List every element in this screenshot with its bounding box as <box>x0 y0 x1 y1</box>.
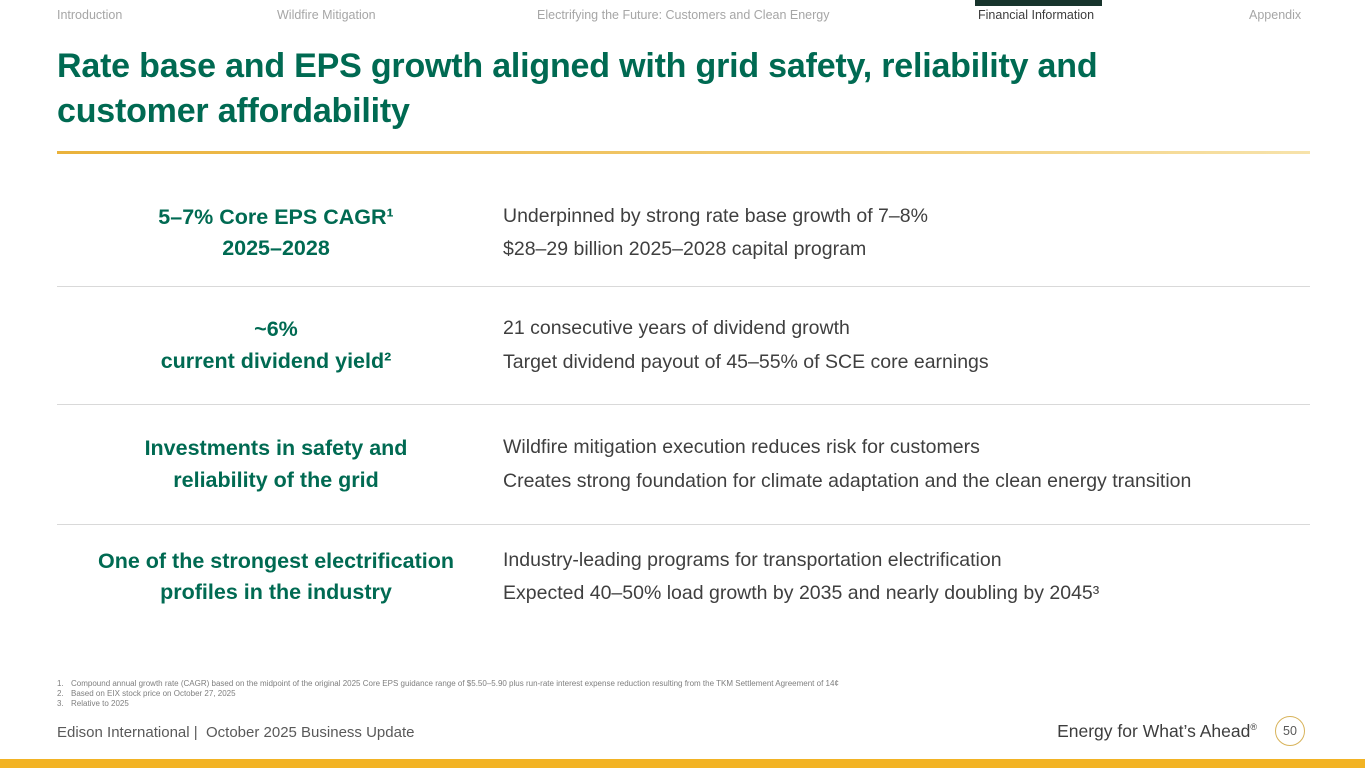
section-nav: Introduction Wildfire Mitigation Electri… <box>0 0 1365 30</box>
footnote: 1. Compound annual growth rate (CAGR) ba… <box>57 679 1157 689</box>
bullet-text: Target dividend payout of 45–55% of SCE … <box>503 350 989 373</box>
tagline-text: Energy for What’s Ahead <box>1057 721 1251 741</box>
nav-item-wildfire-mitigation[interactable]: Wildfire Mitigation <box>277 8 376 22</box>
row-heading-line: 2025–2028 <box>222 236 330 260</box>
footnote-text: Compound annual growth rate (CAGR) based… <box>71 679 839 688</box>
row-heading-line: Investments in safety and <box>144 436 408 461</box>
row-heading: Investments in safety and reliability of… <box>57 433 495 495</box>
row-heading: One of the strongest electrification pro… <box>57 546 495 608</box>
nav-item-appendix[interactable]: Appendix <box>1249 8 1302 22</box>
row-bullets: Underpinned by strong rate base growth o… <box>495 196 1310 271</box>
row-heading-line: 5–7% Core EPS CAGR¹ <box>158 204 394 229</box>
footnote-text: Relative to 2025 <box>71 699 129 708</box>
content-row-electrification: One of the strongest electrification pro… <box>57 525 1310 629</box>
page-title: Rate base and EPS growth aligned with gr… <box>57 47 1098 131</box>
row-bullets: 21 consecutive years of dividend growth … <box>495 308 1310 383</box>
row-heading: ~6% current dividend yield² <box>57 314 495 376</box>
bullet-text: 21 consecutive years of dividend growth <box>503 317 850 340</box>
content-row-dividend-yield: ~6% current dividend yield² 21 consecuti… <box>57 287 1310 405</box>
page-number: 50 <box>1283 724 1297 738</box>
bullet-text: Creates strong foundation for climate ad… <box>503 469 1192 492</box>
footer-tagline: Energy for What’s Ahead® <box>1057 721 1257 742</box>
bottom-accent-bar <box>0 759 1365 768</box>
row-heading-line: One of the strongest electrification <box>98 548 454 573</box>
row-bullets: Wildfire mitigation execution reduces ri… <box>495 427 1310 502</box>
nav-item-introduction[interactable]: Introduction <box>57 8 123 22</box>
active-section-indicator <box>975 0 1102 6</box>
bullet-text: Wildfire mitigation execution reduces ri… <box>503 436 980 459</box>
footnote-number: 3. <box>57 699 64 708</box>
footnote: 2. Based on EIX stock price on October 2… <box>57 689 1157 699</box>
row-heading: 5–7% Core EPS CAGR¹ 2025–2028 <box>57 202 495 264</box>
page-number-badge: 50 <box>1275 716 1305 746</box>
content-rows: 5–7% Core EPS CAGR¹ 2025–2028 Underpinne… <box>57 180 1310 629</box>
registered-mark: ® <box>1250 722 1257 733</box>
row-bullets: Industry-leading programs for transporta… <box>495 540 1310 615</box>
bullet-text: Industry-leading programs for transporta… <box>503 548 1002 571</box>
footnote-number: 1. <box>57 679 64 688</box>
bullet-text: $28–29 billion 2025–2028 capital program <box>503 238 867 260</box>
nav-item-electrifying-the-future[interactable]: Electrifying the Future: Customers and C… <box>537 8 830 22</box>
footer-source-text: Edison International | October 2025 Busi… <box>57 724 415 741</box>
row-heading-line: profiles in the industry <box>160 580 392 604</box>
content-row-eps-cagr: 5–7% Core EPS CAGR¹ 2025–2028 Underpinne… <box>57 180 1310 287</box>
row-heading-line: ~6% <box>254 317 298 342</box>
footnote-text: Based on EIX stock price on October 27, … <box>71 689 236 698</box>
title-underline <box>57 151 1310 154</box>
footnote-number: 2. <box>57 689 64 698</box>
content-row-grid-investments: Investments in safety and reliability of… <box>57 405 1310 525</box>
row-heading-line: reliability of the grid <box>173 467 379 492</box>
nav-item-financial-information[interactable]: Financial Information <box>978 8 1095 22</box>
bullet-text: Underpinned by strong rate base growth o… <box>503 204 928 227</box>
bullet-text: Expected 40–50% load growth by 2035 and … <box>503 582 1100 604</box>
row-heading-line: current dividend yield² <box>160 348 392 373</box>
footnote: 3. Relative to 2025 <box>57 699 1157 709</box>
footnotes: 1. Compound annual growth rate (CAGR) ba… <box>57 679 1157 709</box>
